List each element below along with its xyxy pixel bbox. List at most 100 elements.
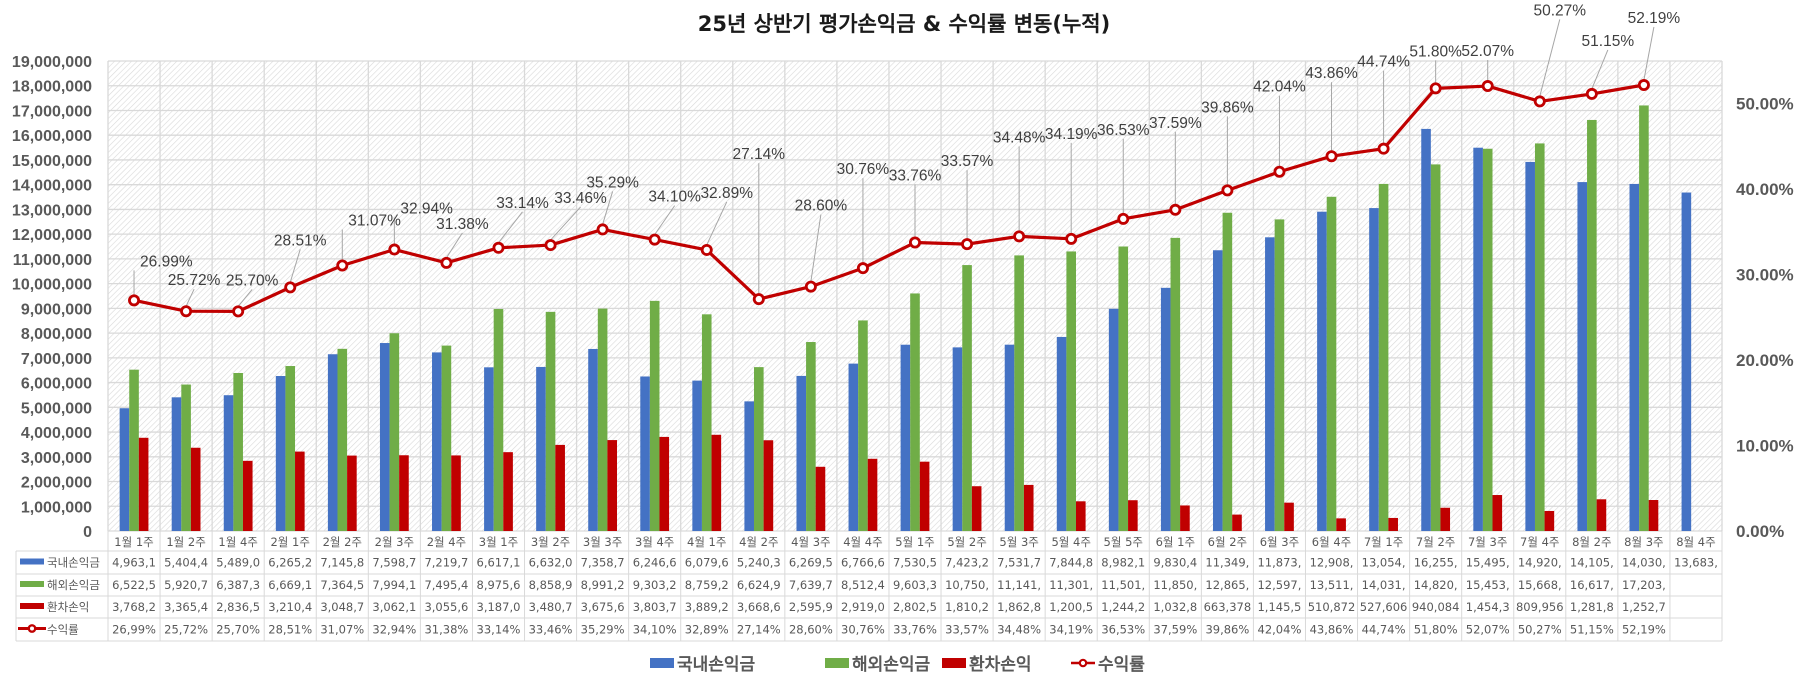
table-cell: 17,203,: [1622, 578, 1666, 592]
y-tick-label: 4,000,000: [21, 425, 92, 442]
bar-fx: [1075, 501, 1086, 531]
y-tick-label: 6,000,000: [21, 376, 92, 393]
y-tick-label: 2,000,000: [21, 475, 92, 492]
bar-fx: [1596, 499, 1607, 531]
table-cell: 527,606: [1360, 600, 1408, 614]
bar-overseas: [1066, 251, 1076, 531]
legend-swatch: [650, 658, 674, 668]
legend-key-1: [20, 581, 44, 587]
table-cell: 3,187,0: [477, 600, 521, 614]
y-tick-label: 19,000,000: [12, 54, 92, 71]
y-tick-label: 1,000,000: [21, 499, 92, 516]
legend-label: 국내손익금: [677, 655, 756, 675]
table-cell: 1,200,5: [1049, 600, 1093, 614]
bar-fx: [607, 440, 618, 531]
data-label: 43.86%: [1305, 65, 1358, 82]
y-tick-label: 3,000,000: [21, 450, 92, 467]
leader-line: [654, 205, 676, 235]
table-cell: 7,844,8: [1049, 556, 1093, 570]
leader-line: [1591, 49, 1609, 90]
bar-fx: [1440, 507, 1451, 531]
table-cell: 52,19%: [1622, 623, 1666, 637]
line-marker: [804, 280, 817, 293]
y-tick-label: 10,000,000: [12, 277, 92, 294]
table-cell: 33,76%: [893, 623, 937, 637]
bar-domestic: [640, 376, 650, 531]
bar-domestic: [432, 352, 442, 531]
leader-line: [706, 201, 728, 246]
leader-line: [185, 288, 195, 307]
table-cell: 39,86%: [1205, 623, 1249, 637]
category-label: 4월 4주: [843, 535, 882, 549]
table-cell: 11,501,: [1101, 578, 1145, 592]
table-cell: 1,810,2: [945, 600, 989, 614]
category-label: 3월 2주: [531, 535, 570, 549]
category-label: 2월 1주: [270, 535, 309, 549]
data-label: 35.29%: [586, 174, 639, 191]
table-cell: 28,60%: [789, 623, 833, 637]
line-marker: [1637, 79, 1650, 92]
bar-domestic: [796, 375, 807, 531]
y2-tick-label: 30.00%: [1736, 266, 1794, 285]
bar-domestic: [484, 367, 494, 531]
bar-domestic: [1629, 183, 1640, 531]
table-cell: 15,495,: [1466, 556, 1510, 570]
table-cell: 11,850,: [1153, 578, 1197, 592]
category-label: 7월 1주: [1364, 535, 1403, 549]
data-label: 52.07%: [1461, 43, 1514, 60]
table-cell: 13,054,: [1362, 556, 1406, 570]
bar-overseas: [1534, 143, 1545, 531]
line-marker: [440, 256, 453, 269]
bar-fx: [815, 466, 826, 531]
table-cell: 33,14%: [477, 623, 521, 637]
table-cell: 7,423,2: [945, 556, 989, 570]
data-label: 28.60%: [795, 198, 848, 215]
table-cell: 6,624,9: [737, 578, 781, 592]
category-label: 4월 2주: [739, 535, 778, 549]
data-label: 30.76%: [837, 161, 890, 178]
y2-tick-label: 0.00%: [1736, 522, 1784, 541]
bar-fx: [659, 436, 670, 531]
bar-fx: [1492, 495, 1503, 531]
line-marker: [648, 233, 661, 246]
bar-overseas: [1170, 237, 1181, 532]
legend-marker: [1078, 658, 1088, 668]
bar-domestic: [1265, 237, 1275, 531]
table-cell: 7,219,7: [424, 556, 468, 570]
y-tick-label: 0: [83, 524, 92, 541]
bar-series: [119, 105, 1692, 532]
y2-tick-label: 50.00%: [1736, 95, 1794, 114]
bar-overseas: [649, 300, 660, 531]
category-label: 7월 2주: [1416, 535, 1455, 549]
data-label: 52.19%: [1628, 10, 1681, 27]
line-marker: [1585, 87, 1598, 100]
table-cell: 42,04%: [1258, 623, 1302, 637]
category-label: 7월 4주: [1520, 535, 1559, 549]
table-cell: 7,495,4: [424, 578, 468, 592]
line-marker: [1169, 203, 1182, 216]
table-cell: 7,994,1: [372, 578, 416, 592]
category-label: 1월 1주: [114, 535, 153, 549]
category-label: 5월 3주: [999, 535, 1038, 549]
data-label: 33.14%: [496, 195, 549, 212]
bar-domestic: [223, 395, 234, 531]
data-label: 31.38%: [436, 216, 489, 233]
line-marker: [1533, 95, 1546, 108]
y2-tick-label: 20.00%: [1736, 351, 1794, 370]
data-label: 39.86%: [1201, 99, 1254, 116]
y2-tick-label: 10.00%: [1736, 437, 1794, 456]
table-cell: 6,669,1: [268, 578, 312, 592]
table-cell: 8,975,6: [477, 578, 521, 592]
bar-overseas: [1118, 246, 1129, 531]
bar-overseas: [285, 366, 296, 531]
table-cell: 5,404,4: [164, 556, 208, 570]
category-label: 6월 3주: [1260, 535, 1299, 549]
table-cell: 4,963,1: [112, 556, 156, 570]
table-cell: 7,364,5: [320, 578, 364, 592]
table-cell: 16,617,: [1570, 578, 1614, 592]
table-cell: 1,032,8: [1153, 600, 1197, 614]
y-axis-secondary: 0.00% 10.00% 20.00% 30.00% 40.00% 50.00%: [1736, 95, 1794, 541]
y-tick-label: 13,000,000: [12, 202, 92, 219]
bar-overseas: [1222, 212, 1233, 531]
data-labels: 26.99% 25.72% 25.70% 28.51% 31.07%32.94%31.3…: [140, 2, 1680, 289]
